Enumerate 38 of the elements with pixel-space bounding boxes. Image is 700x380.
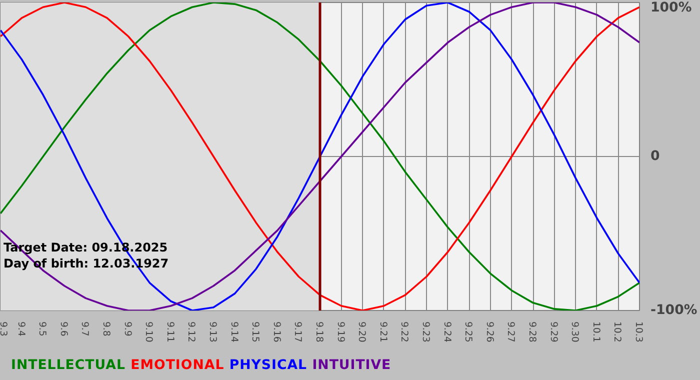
x-tick-label: 9.18 — [314, 322, 324, 342]
y-tick-label: 0 — [650, 149, 660, 164]
text: EMOTIONAL — [130, 358, 224, 373]
x-tick-label: 9.10 — [143, 322, 154, 342]
x-tick-label: 9.23 — [420, 322, 431, 342]
x-tick-label: 9.19 — [334, 322, 346, 342]
x-tick-label: 9.22 — [398, 322, 410, 342]
x-tick-label: 9.17 — [292, 322, 304, 342]
x-tick-label: 9.6 — [58, 322, 69, 336]
x-tick-label: 9.16 — [270, 322, 282, 342]
y-tick-label: -100% — [650, 303, 698, 318]
x-tick-label: 9.24 — [441, 322, 452, 342]
x-tick-label: 9.4 — [15, 322, 26, 336]
x-tick-label: 9.8 — [100, 322, 112, 336]
x-tick-label: 10.1 — [590, 322, 602, 342]
x-tick-label: 9.3 — [0, 322, 8, 336]
x-tick-label: 9.28 — [526, 322, 538, 342]
x-tick-label: 10.2 — [612, 322, 623, 342]
x-tick-label: 9.12 — [186, 322, 197, 342]
x-tick-label: 9.7 — [79, 322, 90, 336]
x-tick-label: 10.3 — [633, 322, 644, 342]
text: INTELLECTUAL — [11, 358, 126, 373]
x-tick-label: 9.26 — [484, 322, 495, 342]
x-tick-label: 9.30 — [569, 322, 580, 342]
x-tick-label: 9.25 — [462, 322, 474, 342]
x-tick-label: 9.9 — [122, 322, 133, 336]
text: PHYSICAL — [229, 358, 308, 373]
x-tick-label: 9.11 — [164, 322, 176, 342]
x-tick-label: 9.14 — [228, 322, 240, 342]
x-tick-label: 9.13 — [207, 322, 218, 342]
x-tick-label: 9.5 — [36, 322, 48, 336]
x-tick-label: 9.20 — [356, 322, 368, 342]
x-tick-label: 9.27 — [505, 322, 516, 342]
text: INTUITIVE — [312, 358, 392, 373]
x-tick-label: 9.15 — [250, 322, 261, 342]
y-tick-label: 100% — [650, 0, 692, 16]
x-tick-label: 9.29 — [548, 322, 559, 342]
x-tick-label: 9.21 — [377, 322, 388, 342]
